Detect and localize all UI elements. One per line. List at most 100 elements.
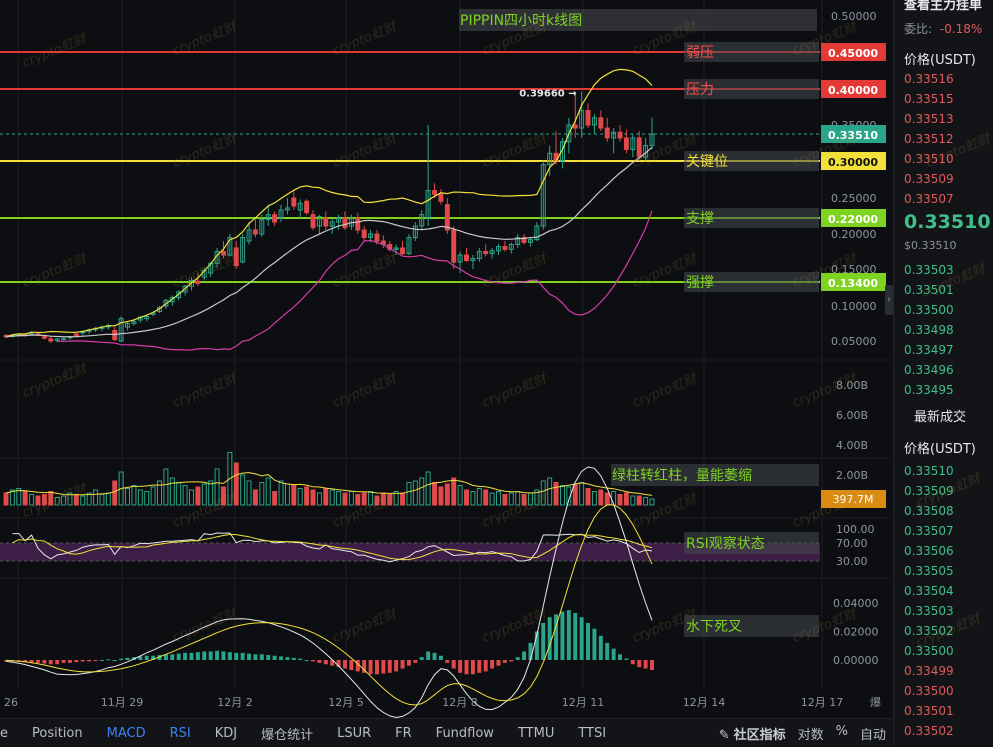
candle-body: [502, 246, 508, 250]
volume-bar: [623, 492, 629, 506]
macd-histogram-bar: [291, 657, 296, 660]
ask-price-row[interactable]: 0.33509: [904, 172, 954, 186]
candle-body: [432, 190, 438, 195]
chart-svg[interactable]: 0.500000.350000.250000.200000.150000.100…: [0, 0, 892, 718]
tab-fr[interactable]: FR: [395, 725, 412, 741]
log-scale-toggle[interactable]: 对数: [797, 727, 824, 743]
community-indicator-button[interactable]: ✎ 社区指标: [718, 727, 786, 743]
trade-price-row[interactable]: 0.33507: [904, 524, 954, 538]
tab-lsur[interactable]: LSUR: [337, 725, 372, 741]
macd-histogram-bar: [509, 660, 514, 662]
candle-body: [131, 320, 137, 324]
main-orders-header[interactable]: 查看主力挂单: [904, 0, 983, 13]
candle-body: [316, 216, 322, 227]
macd-annotation-box: [684, 615, 819, 637]
tab-fundflow[interactable]: Fundflow: [435, 725, 494, 741]
panel-collapse-handle[interactable]: ›: [885, 285, 893, 315]
ask-price-row[interactable]: 0.33516: [904, 72, 954, 86]
candle-body: [425, 190, 431, 219]
level-label: 关键位: [686, 154, 728, 170]
trade-price-row[interactable]: 0.33505: [904, 564, 954, 578]
ask-price-row[interactable]: 0.33507: [904, 192, 954, 206]
bid-price-row[interactable]: 0.33498: [904, 323, 954, 337]
volume-bar: [125, 488, 131, 506]
volume-bar: [112, 480, 118, 506]
macd-histogram-bar: [119, 658, 124, 660]
macd-histogram-bar: [438, 655, 443, 660]
volume-bar: [387, 494, 393, 506]
macd-histogram-bar: [125, 657, 130, 660]
candle-body: [361, 229, 367, 238]
trade-price-row[interactable]: 0.33509: [904, 484, 954, 498]
macd-histogram-bar: [573, 612, 578, 660]
price-tick-label: 0.20000: [831, 228, 877, 241]
ask-price-row[interactable]: 0.33512: [904, 132, 954, 146]
volume-bar: [220, 486, 226, 506]
macd-histogram-bar: [432, 652, 437, 660]
chart-area[interactable]: 0.500000.350000.250000.200000.150000.100…: [0, 0, 892, 718]
x-tick-label: 12月 17: [801, 696, 844, 709]
macd-dea-line: [5, 504, 653, 706]
tab-rsi[interactable]: RSI: [169, 725, 191, 741]
trade-price-row[interactable]: 0.33504: [904, 584, 954, 598]
candle-body: [182, 285, 188, 293]
current-price-tag: [821, 125, 886, 143]
indicator-tab-bar: e Position MACD RSI KDJ 爆仓统计 LSUR FR Fun…: [0, 718, 892, 747]
trade-price-row[interactable]: 0.33503: [904, 604, 954, 618]
trade-price-row[interactable]: 0.33510: [904, 464, 954, 478]
tab-macd[interactable]: MACD: [106, 725, 146, 741]
level-label-box: [684, 272, 819, 292]
trade-price-row[interactable]: 0.33506: [904, 544, 954, 558]
current-price-text: 0.33510: [828, 129, 878, 142]
tab-kdj[interactable]: KDJ: [214, 725, 238, 741]
bid-price-row[interactable]: 0.33495: [904, 383, 954, 397]
candle-body: [246, 229, 252, 242]
volume-bar: [451, 477, 457, 506]
volume-bar: [636, 495, 642, 506]
volume-bar: [585, 488, 591, 506]
volume-value-tag: [821, 490, 886, 508]
ask-price-row[interactable]: 0.33513: [904, 112, 954, 126]
macd-histogram-bar: [630, 660, 635, 665]
bid-price-row[interactable]: 0.33497: [904, 343, 954, 357]
x-tick-label: 12月 2: [217, 696, 253, 709]
bid-price-row[interactable]: 0.33501: [904, 283, 954, 297]
volume-bar: [310, 489, 316, 506]
macd-histogram-bar: [637, 660, 642, 668]
trade-price-row[interactable]: 0.33500: [904, 644, 954, 658]
macd-histogram-bar: [42, 660, 47, 664]
volume-bar: [547, 477, 553, 506]
bid-price-row[interactable]: 0.33500: [904, 303, 954, 317]
volume-bar: [489, 492, 495, 506]
volume-bar: [297, 488, 303, 506]
x-tick-label: 12月 8: [442, 696, 478, 709]
level-price-text: 0.30000: [828, 156, 878, 169]
trade-price-row[interactable]: 0.33502: [904, 624, 954, 638]
trade-price-row[interactable]: 0.33508: [904, 504, 954, 518]
tab-e[interactable]: e: [0, 725, 8, 741]
macd-histogram-bar: [202, 651, 207, 660]
ask-price-row[interactable]: 0.33510: [904, 152, 954, 166]
volume-bar: [566, 486, 572, 506]
percent-toggle[interactable]: %: [835, 723, 848, 739]
tab-ttmu[interactable]: TTMU: [517, 725, 555, 741]
auto-toggle[interactable]: 自动: [859, 727, 886, 743]
macd-histogram-bar: [298, 658, 303, 660]
tab-ttsi[interactable]: TTSI: [578, 725, 607, 741]
trade-price-row[interactable]: 0.33500: [904, 684, 954, 698]
trade-price-row[interactable]: 0.33502: [904, 724, 954, 738]
bid-price-row[interactable]: 0.33496: [904, 363, 954, 377]
tab-liquidation[interactable]: 爆仓统计: [261, 727, 314, 743]
macd-annotation: 水下死叉: [686, 619, 742, 635]
bid-price-row[interactable]: 0.33503: [904, 263, 954, 277]
macd-histogram-bar: [208, 651, 213, 660]
trade-price-row[interactable]: 0.33501: [904, 704, 954, 718]
ask-price-row[interactable]: 0.33515: [904, 92, 954, 106]
volume-bar: [361, 492, 367, 506]
macd-tick-label: 0.00000: [833, 654, 879, 667]
candle-body: [54, 338, 60, 341]
macd-histogram-bar: [579, 617, 584, 660]
trade-price-row[interactable]: 0.33499: [904, 664, 954, 678]
candle-body: [412, 225, 418, 238]
tab-position[interactable]: Position: [32, 725, 83, 741]
